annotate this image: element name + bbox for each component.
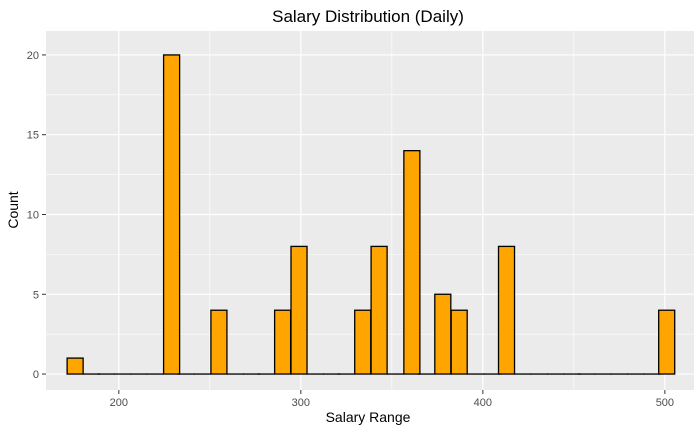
x-axis-ticks: 200 300 400 500 xyxy=(110,390,674,409)
x-axis-title: Salary Range xyxy=(326,409,411,425)
y-axis-title: Count xyxy=(5,191,21,228)
y-axis-ticks: 0 5 10 15 20 xyxy=(27,50,46,381)
y-tick-label: 15 xyxy=(27,130,39,142)
histogram-bar xyxy=(66,357,84,375)
histogram-bar xyxy=(403,150,421,375)
histogram-bar xyxy=(658,309,676,375)
y-tick-label: 5 xyxy=(33,289,39,301)
y-tick-label: 0 xyxy=(33,369,39,381)
x-tick-label: 300 xyxy=(292,397,310,409)
histogram-bar xyxy=(162,54,181,375)
histogram-bar xyxy=(434,293,452,375)
histogram-bar xyxy=(273,309,292,375)
histogram-bar xyxy=(370,245,388,375)
histogram-bar xyxy=(210,309,228,375)
chart-title: Salary Distribution (Daily) xyxy=(272,7,464,26)
histogram-bar xyxy=(497,245,516,375)
histogram-bar xyxy=(290,245,308,375)
histogram-bar xyxy=(354,309,372,375)
y-tick-label: 10 xyxy=(27,209,39,221)
histogram-bar xyxy=(450,309,468,375)
x-tick-label: 500 xyxy=(656,397,674,409)
y-tick-label: 20 xyxy=(27,50,39,62)
histogram-bars xyxy=(66,54,676,375)
x-tick-label: 200 xyxy=(110,397,128,409)
x-tick-label: 400 xyxy=(474,397,492,409)
